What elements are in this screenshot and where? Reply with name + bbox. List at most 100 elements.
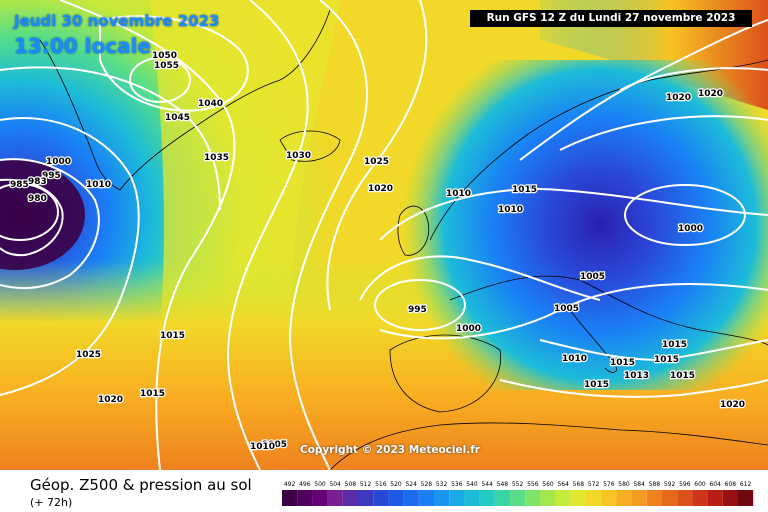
pressure-label: 1020 bbox=[720, 400, 745, 410]
model-run-banner: Run GFS 12 Z du Lundi 27 novembre 2023 bbox=[470, 10, 752, 27]
legend-label: 500 bbox=[314, 481, 326, 488]
pressure-label: 1005 bbox=[554, 304, 579, 314]
legend-label: 544 bbox=[481, 481, 493, 488]
legend-swatch bbox=[677, 490, 693, 506]
legend-swatch bbox=[601, 490, 617, 506]
deep-low-core bbox=[0, 160, 85, 270]
legend-swatch bbox=[692, 490, 708, 506]
legend-label: 516 bbox=[375, 481, 387, 488]
legend-swatch bbox=[494, 490, 510, 506]
legend-label: 492 bbox=[284, 481, 296, 488]
pressure-label: 1000 bbox=[456, 324, 481, 334]
legend-swatch bbox=[418, 490, 434, 506]
legend-label: 560 bbox=[542, 481, 554, 488]
pressure-label: 1020 bbox=[98, 395, 123, 405]
legend-label: 608 bbox=[725, 481, 737, 488]
isobars bbox=[0, 0, 768, 470]
legend-swatch bbox=[586, 490, 602, 506]
pressure-label: 1010 bbox=[446, 189, 471, 199]
legend-swatch bbox=[449, 490, 465, 506]
pressure-label: 1015 bbox=[140, 389, 165, 399]
legend-label: 584 bbox=[633, 481, 645, 488]
pressure-label: 1020 bbox=[666, 93, 691, 103]
legend-swatch bbox=[464, 490, 480, 506]
legend-label: 540 bbox=[466, 481, 478, 488]
pressure-label: 1015 bbox=[584, 380, 609, 390]
pressure-label: 980 bbox=[28, 194, 47, 204]
forecast-date: Jeudi 30 novembre 2023 bbox=[14, 12, 220, 30]
legend-label: 528 bbox=[421, 481, 433, 488]
legend-swatch bbox=[646, 490, 662, 506]
pressure-label: 983 bbox=[28, 177, 47, 187]
pressure-label: 1030 bbox=[286, 151, 311, 161]
legend-label: 592 bbox=[664, 481, 676, 488]
pressure-label: 1000 bbox=[46, 157, 71, 167]
legend-label: 520 bbox=[390, 481, 402, 488]
pressure-label: 1010 bbox=[86, 180, 111, 190]
europe-coast bbox=[449, 275, 768, 346]
legend-label: 596 bbox=[679, 481, 691, 488]
legend-swatch bbox=[722, 490, 738, 506]
pressure-label: 1050 bbox=[152, 51, 177, 61]
copyright-notice: Copyright © 2023 Meteociel.fr bbox=[300, 444, 480, 456]
pressure-label: 1013 bbox=[624, 371, 649, 381]
pressure-label: 1015 bbox=[670, 371, 695, 381]
legend-label: 604 bbox=[709, 481, 721, 488]
legend-swatch bbox=[434, 490, 450, 506]
pressure-label: 1055 bbox=[154, 61, 179, 71]
pressure-label: 1005 bbox=[580, 272, 605, 282]
pressure-label: 1015 bbox=[512, 185, 537, 195]
legend-swatch bbox=[525, 490, 541, 506]
legend-label: 588 bbox=[649, 481, 661, 488]
legend-label: 548 bbox=[497, 481, 509, 488]
pressure-label: 985 bbox=[10, 180, 29, 190]
legend-swatch bbox=[479, 490, 495, 506]
scandinavia-coast bbox=[429, 59, 768, 241]
legend-label: 512 bbox=[360, 481, 372, 488]
legend-label: 568 bbox=[573, 481, 585, 488]
legend-label: 580 bbox=[618, 481, 630, 488]
legend-swatch bbox=[403, 490, 419, 506]
pressure-label: 1025 bbox=[364, 157, 389, 167]
legend-swatch bbox=[297, 490, 313, 506]
legend-label: 524 bbox=[405, 481, 417, 488]
pressure-label: 1020 bbox=[368, 184, 393, 194]
pressure-label: 1040 bbox=[198, 99, 223, 109]
pressure-label: 1010 bbox=[562, 354, 587, 364]
pressure-label: 1010 bbox=[250, 442, 275, 452]
color-legend: 492 496 500 504 508 512 516 520 524 528 532 536 540 5… bbox=[282, 481, 754, 506]
legend-label: 600 bbox=[694, 481, 706, 488]
legend-label: 576 bbox=[603, 481, 615, 488]
legend-label: 504 bbox=[329, 481, 341, 488]
pressure-label: 995 bbox=[408, 305, 427, 315]
legend-swatch bbox=[312, 490, 328, 506]
legend-swatch bbox=[373, 490, 389, 506]
weather-map: 1050 1055 1045 1040 1035 1030 1025 1020 … bbox=[0, 0, 768, 470]
legend-swatch bbox=[540, 490, 556, 506]
pressure-label: 1015 bbox=[662, 340, 687, 350]
legend-label: 564 bbox=[557, 481, 569, 488]
iberia-coast bbox=[389, 334, 502, 413]
legend-label: 552 bbox=[512, 481, 524, 488]
pressure-label: 1020 bbox=[698, 89, 723, 99]
british-isles-coast bbox=[397, 205, 430, 256]
africa-coast bbox=[329, 422, 768, 470]
european-trough bbox=[300, 60, 768, 390]
legend-label: 508 bbox=[345, 481, 357, 488]
legend-swatch bbox=[738, 490, 754, 506]
legend-swatch bbox=[570, 490, 586, 506]
forecast-offset: (+ 72h) bbox=[30, 496, 73, 509]
legend-swatch bbox=[510, 490, 526, 506]
greenland-coast bbox=[39, 9, 331, 191]
legend-swatch bbox=[282, 490, 298, 506]
pressure-labels: 1050 1055 1045 1040 1035 1030 1025 1020 … bbox=[9, 50, 746, 453]
pressure-label: 1015 bbox=[610, 358, 635, 368]
legend-swatch bbox=[631, 490, 647, 506]
legend-swatch bbox=[707, 490, 723, 506]
italy-coast bbox=[569, 309, 617, 373]
pressure-label: 1045 bbox=[165, 113, 190, 123]
legend-label: 496 bbox=[299, 481, 311, 488]
legend-swatch bbox=[616, 490, 632, 506]
legend-label: 536 bbox=[451, 481, 463, 488]
map-title: Géop. Z500 & pression au sol bbox=[30, 476, 252, 494]
